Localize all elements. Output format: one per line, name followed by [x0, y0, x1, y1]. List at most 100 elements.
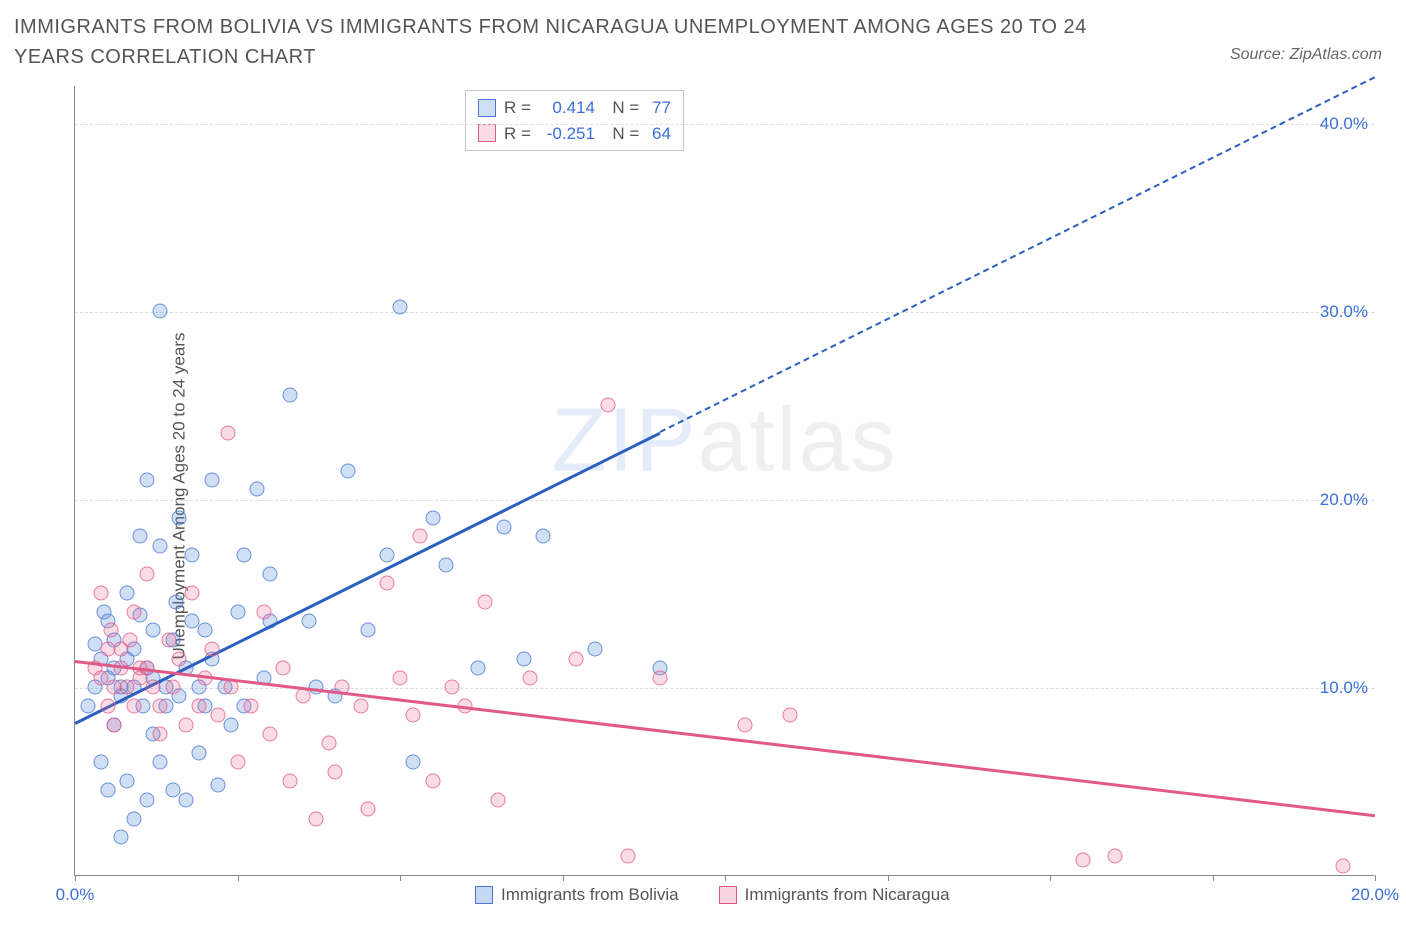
- stats-r-value: 0.414: [539, 95, 595, 121]
- data-point: [360, 802, 375, 817]
- data-point: [393, 299, 408, 314]
- x-tick: [563, 875, 564, 881]
- y-tick-label: 20.0%: [1320, 490, 1368, 510]
- data-point: [445, 679, 460, 694]
- data-point: [237, 548, 252, 563]
- data-point: [477, 595, 492, 610]
- legend-swatch: [475, 886, 493, 904]
- data-point: [516, 651, 531, 666]
- data-point: [406, 708, 421, 723]
- data-point: [152, 755, 167, 770]
- data-point: [282, 773, 297, 788]
- data-point: [243, 698, 258, 713]
- data-point: [250, 482, 265, 497]
- data-point: [185, 548, 200, 563]
- data-point: [103, 623, 118, 638]
- data-point: [178, 792, 193, 807]
- data-point: [220, 425, 235, 440]
- legend-item: Immigrants from Nicaragua: [719, 885, 950, 905]
- data-point: [126, 698, 141, 713]
- data-point: [211, 777, 226, 792]
- data-point: [295, 689, 310, 704]
- x-tick: [1050, 875, 1051, 881]
- gridline-h: [75, 312, 1374, 313]
- data-point: [412, 529, 427, 544]
- data-point: [523, 670, 538, 685]
- data-point: [328, 764, 343, 779]
- y-tick-label: 30.0%: [1320, 302, 1368, 322]
- data-point: [393, 670, 408, 685]
- data-point: [425, 773, 440, 788]
- x-tick: [1213, 875, 1214, 881]
- data-point: [211, 708, 226, 723]
- chart-container: Unemployment Among Ages 20 to 24 years Z…: [26, 86, 1386, 906]
- data-point: [152, 303, 167, 318]
- x-tick-label: 20.0%: [1351, 885, 1399, 905]
- source-label: Source: ZipAtlas.com: [1230, 46, 1382, 64]
- gridline-h: [75, 500, 1374, 501]
- data-point: [139, 792, 154, 807]
- data-point: [162, 632, 177, 647]
- data-point: [152, 538, 167, 553]
- data-point: [341, 463, 356, 478]
- data-point: [204, 473, 219, 488]
- data-point: [204, 642, 219, 657]
- data-point: [302, 614, 317, 629]
- stats-n-value: 77: [647, 95, 671, 121]
- data-point: [380, 576, 395, 591]
- data-point: [126, 811, 141, 826]
- data-point: [354, 698, 369, 713]
- data-point: [120, 773, 135, 788]
- data-point: [120, 585, 135, 600]
- data-point: [100, 783, 115, 798]
- legend-item: Immigrants from Bolivia: [475, 885, 679, 905]
- data-point: [536, 529, 551, 544]
- data-point: [172, 510, 187, 525]
- trend-line: [74, 432, 660, 725]
- data-point: [737, 717, 752, 732]
- legend-swatch: [719, 886, 737, 904]
- legend-label: Immigrants from Bolivia: [501, 885, 679, 905]
- data-point: [165, 679, 180, 694]
- data-point: [438, 557, 453, 572]
- data-point: [230, 604, 245, 619]
- data-point: [308, 811, 323, 826]
- data-point: [406, 755, 421, 770]
- data-point: [198, 623, 213, 638]
- data-point: [100, 698, 115, 713]
- data-point: [152, 726, 167, 741]
- y-tick-label: 10.0%: [1320, 678, 1368, 698]
- data-point: [120, 679, 135, 694]
- legend-label: Immigrants from Nicaragua: [745, 885, 950, 905]
- data-point: [126, 604, 141, 619]
- data-point: [230, 755, 245, 770]
- data-point: [1335, 858, 1350, 873]
- x-tick: [888, 875, 889, 881]
- data-point: [601, 397, 616, 412]
- data-point: [425, 510, 440, 525]
- data-point: [263, 567, 278, 582]
- stats-row: R = 0.414 N = 77: [478, 95, 671, 121]
- data-point: [139, 567, 154, 582]
- data-point: [1108, 849, 1123, 864]
- data-point: [588, 642, 603, 657]
- x-tick: [75, 875, 76, 881]
- data-point: [620, 849, 635, 864]
- data-point: [1075, 852, 1090, 867]
- data-point: [263, 726, 278, 741]
- stats-n-label: N =: [603, 95, 639, 121]
- x-tick-label: 0.0%: [56, 885, 95, 905]
- gridline-h: [75, 124, 1374, 125]
- data-point: [178, 717, 193, 732]
- x-tick: [238, 875, 239, 881]
- y-tick-label: 40.0%: [1320, 114, 1368, 134]
- data-point: [497, 520, 512, 535]
- data-point: [224, 717, 239, 732]
- stats-r-label: R =: [504, 95, 531, 121]
- stats-box: R =0.414 N = 77R =-0.251 N = 64: [465, 90, 684, 151]
- gridline-h: [75, 688, 1374, 689]
- data-point: [568, 651, 583, 666]
- data-point: [168, 595, 183, 610]
- x-tick: [725, 875, 726, 881]
- data-point: [94, 755, 109, 770]
